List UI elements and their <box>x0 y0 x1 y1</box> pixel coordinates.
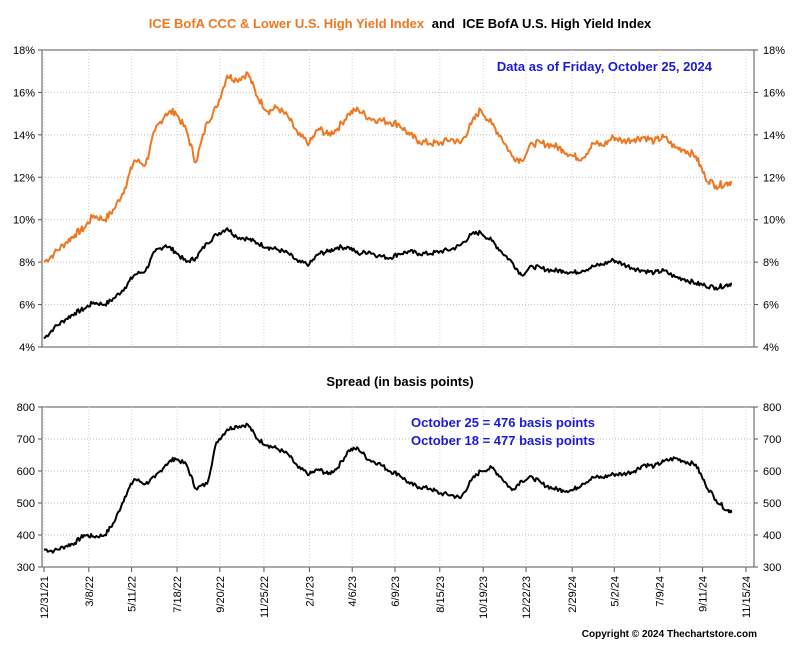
top-y-axis-labels: 4% 4% 6% 6% 8% 8% 10% 10% 12% 12% 14% 14% 16% 16% 18% 1… <box>13 45 785 354</box>
series-line-ccc-index <box>43 71 733 263</box>
title-joiner: and <box>432 16 455 31</box>
top-y-tick-label-right: 18% <box>763 45 785 57</box>
x-tick-label: 9/11/24 <box>698 576 710 612</box>
top-y-tick-label-left: 12% <box>13 172 35 184</box>
x-tick-label: 11/25/22 <box>259 576 271 618</box>
spread-annotation-1: October 25 = 476 basis points <box>411 415 595 430</box>
x-tick-label: 6/9/23 <box>390 576 402 607</box>
top-y-tick-label-right: 14% <box>763 130 785 142</box>
x-tick-label: 8/15/23 <box>435 576 447 613</box>
series-line-spread <box>43 422 733 554</box>
title-hy: ICE BofA U.S. High Yield Index <box>463 16 653 31</box>
top-y-tick-label-right: 8% <box>763 257 779 269</box>
top-y-tick-label-right: 4% <box>763 342 779 354</box>
bottom-y-tick-label-left: 700 <box>17 434 35 446</box>
bottom-y-tick-label-left: 800 <box>17 402 35 414</box>
copyright: Copyright © 2024 Thechartstore.com <box>582 629 757 640</box>
x-tick-label: 5/2/24 <box>609 576 621 607</box>
top-y-tick-label-right: 10% <box>763 215 785 227</box>
top-y-tick-label-left: 10% <box>13 215 35 227</box>
top-y-tick-label-left: 8% <box>19 257 35 269</box>
bottom-y-tick-label-right: 300 <box>763 562 781 574</box>
bottom-y-tick-label-left: 600 <box>17 466 35 478</box>
bottom-y-tick-label-left: 400 <box>17 530 35 542</box>
bottom-plot-frame <box>41 406 755 568</box>
bottom-series <box>43 422 733 554</box>
bottom-y-tick-label-right: 800 <box>763 402 781 414</box>
bottom-gridlines <box>38 406 758 568</box>
title-ccc: ICE BofA CCC & Lower U.S. High Yield Ind… <box>149 16 425 31</box>
chart-title: ICE BofA CCC & Lower U.S. High Yield Ind… <box>149 16 652 31</box>
top-y-tick-label-right: 6% <box>763 300 779 312</box>
x-tick-label: 2/1/23 <box>304 576 316 607</box>
x-axis: 12/31/21 3/8/22 5/11/22 7/18/22 9/20/22 11/25… <box>39 567 753 619</box>
top-y-tick-label-left: 18% <box>13 45 35 57</box>
top-series <box>43 71 733 340</box>
top-plot-frame <box>41 49 755 348</box>
top-y-tick-label-left: 14% <box>13 130 35 142</box>
top-annotation: Data as of Friday, October 25, 2024 <box>497 59 713 74</box>
top-y-tick-label-left: 4% <box>19 342 35 354</box>
x-tick-label: 10/19/23 <box>478 576 490 619</box>
x-tick-label: 4/6/23 <box>347 576 359 607</box>
x-tick-label: 9/20/22 <box>215 576 227 613</box>
series-line-hy-index <box>43 227 733 340</box>
top-y-tick-label-right: 12% <box>763 172 785 184</box>
bottom-y-tick-label-right: 700 <box>763 434 781 446</box>
x-tick-label: 11/15/24 <box>741 576 753 618</box>
bottom-y-tick-label-left: 500 <box>17 498 35 510</box>
bottom-y-tick-label-right: 600 <box>763 466 781 478</box>
top-y-tick-label-right: 16% <box>763 87 785 99</box>
x-tick-label: 12/22/23 <box>521 576 533 619</box>
top-y-tick-label-left: 16% <box>13 87 35 99</box>
x-tick-label: 12/31/21 <box>39 576 51 619</box>
x-tick-label: 7/18/22 <box>172 576 184 613</box>
x-tick-label: 7/9/24 <box>655 576 667 607</box>
x-tick-label: 3/8/22 <box>84 576 96 607</box>
top-gridlines <box>38 49 758 348</box>
bottom-y-tick-label-right: 500 <box>763 498 781 510</box>
bottom-y-tick-label-right: 400 <box>763 530 781 542</box>
spread-title: Spread (in basis points) <box>326 374 473 389</box>
top-y-tick-label-left: 6% <box>19 300 35 312</box>
spread-annotation-2: October 18 = 477 basis points <box>411 433 595 448</box>
x-tick-label: 2/29/24 <box>567 576 579 613</box>
bottom-y-tick-label-left: 300 <box>17 562 35 574</box>
x-tick-label: 5/11/22 <box>127 576 139 612</box>
bottom-y-axis-labels: 300 300 400 400 500 500 600 600 700 700 800 800 <box>17 402 782 574</box>
